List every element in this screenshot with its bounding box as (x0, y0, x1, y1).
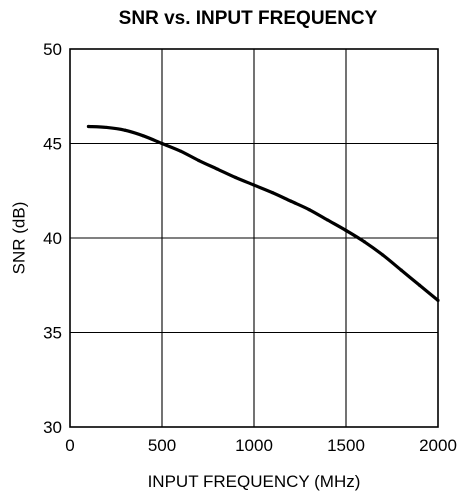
chart-title: SNR vs. INPUT FREQUENCY (119, 8, 378, 29)
x-tick-label: 0 (65, 436, 74, 455)
series-point (418, 283, 422, 287)
series-point (215, 167, 219, 171)
y-tick-label: 30 (43, 418, 62, 437)
series-point (234, 175, 238, 180)
y-tick-label: 35 (43, 324, 62, 343)
series-line (88, 124, 440, 302)
series-point (307, 208, 311, 212)
series-point (160, 141, 164, 146)
series-point (326, 218, 330, 222)
tick-labels: 0 500 1000 1500 2000 30 35 40 45 50 (43, 40, 457, 455)
series-point (381, 253, 385, 257)
series-point (142, 134, 146, 138)
series-point (86, 124, 90, 129)
x-tick-label: 2000 (419, 436, 457, 455)
series-point (178, 149, 182, 153)
series-point (105, 125, 109, 130)
series-point (197, 158, 201, 163)
series (86, 124, 440, 302)
y-axis-label: SNR (dB) (9, 202, 28, 275)
y-tick-label: 45 (43, 135, 62, 154)
series-point (289, 199, 293, 203)
series-point (399, 268, 403, 272)
y-tick-label: 40 (43, 229, 62, 248)
series-point (252, 183, 256, 187)
series-point (123, 128, 127, 132)
y-tick-label: 50 (43, 40, 62, 59)
series-point (344, 228, 348, 233)
x-tick-label: 500 (148, 436, 176, 455)
series-point (362, 240, 366, 244)
series-point (270, 191, 274, 195)
x-tick-label: 1500 (327, 436, 365, 455)
x-tick-label: 1000 (235, 436, 273, 455)
grid (70, 49, 438, 427)
x-axis-label: INPUT FREQUENCY (MHz) (148, 472, 361, 491)
plot-frame (69, 48, 439, 428)
